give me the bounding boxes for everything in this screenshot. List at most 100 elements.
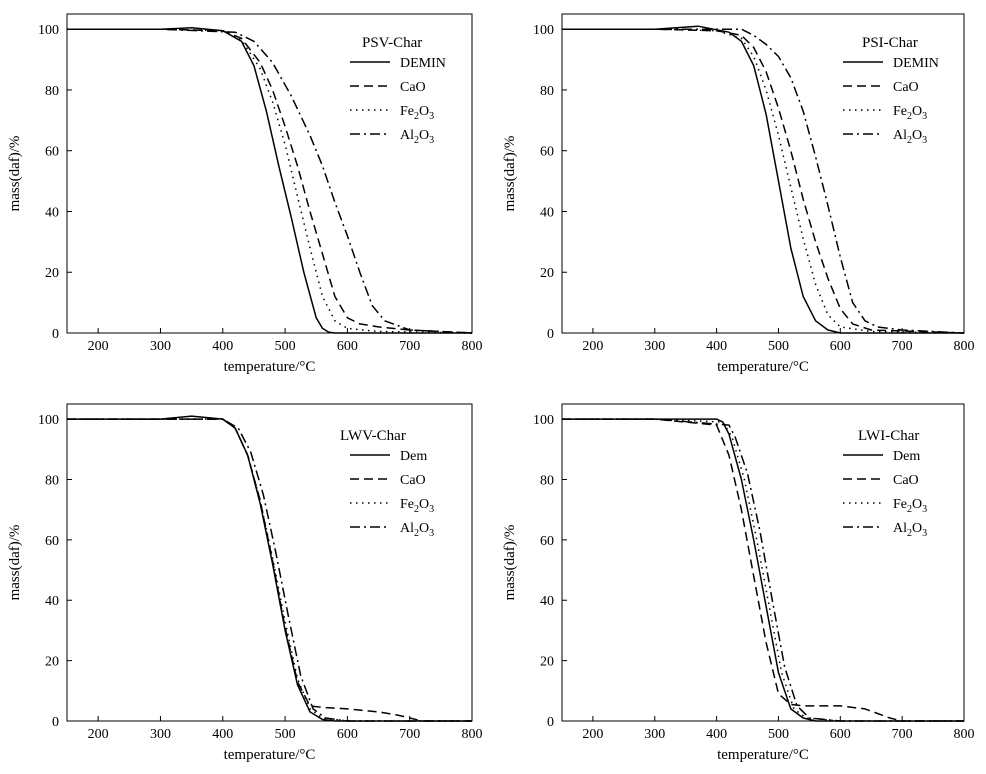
legend-label-subscript: 3 [429,135,434,146]
x-tick-label: 700 [892,727,913,742]
y-tick-label: 80 [45,473,59,488]
x-tick-label: 500 [275,727,296,742]
x-tick-label: 300 [644,727,665,742]
legend-label-text: DEMIN [893,56,939,71]
y-tick-label: 20 [45,266,59,281]
series-line-feo [67,28,473,334]
x-tick-label: 500 [768,339,789,354]
chart-panel-2: 200 300 400 500 600 700 800 0 20 40 60 80 100 tempera… [502,13,975,375]
y-tick-label: 20 [540,266,554,281]
legend-label: CaO [893,473,919,488]
legend-label-text: O [912,521,922,536]
series-line-dem [562,418,964,722]
legend-label: Al2O3 [893,521,927,539]
legend-label-subscript: 3 [922,504,927,515]
legend-label-text: Al [893,521,907,536]
legend-label-subscript: 3 [922,111,927,122]
legend-label-subscript: 2 [414,504,419,515]
series-line-cao [67,28,473,334]
x-tick-label: 600 [830,727,851,742]
plot-frame [66,13,473,334]
legend-label: Dem [893,449,920,464]
x-tick-label: 200 [582,339,603,354]
y-tick-label: 60 [45,145,59,160]
legend-label: Al2O3 [893,128,927,146]
x-tick-label: 700 [892,339,913,354]
plot-frame [561,13,965,334]
legend-label-text: Fe [400,497,414,512]
legend-label-subscript: 3 [429,504,434,515]
legend-label: CaO [893,80,919,95]
legend-label-text: O [419,128,429,143]
legend-label: Fe2O3 [400,497,434,515]
legend-label-subscript: 3 [429,528,434,539]
legend-label-text: Dem [400,449,427,464]
y-tick-label: 40 [540,594,554,609]
y-tick-label: 20 [540,655,554,670]
legend-label: Dem [400,449,427,464]
x-tick-label: 500 [275,339,296,354]
legend-label-text: Fe [893,497,907,512]
legend-label-subscript: 2 [907,135,912,146]
y-axis-label: mass(daf)/% [502,136,518,212]
legend-label-subscript: 2 [907,111,912,122]
chart-panel-1: 200 300 400 500 600 700 800 0 20 40 60 80 100 tempera… [7,13,483,375]
legend-label-text: O [419,104,429,119]
x-tick-label: 700 [399,727,420,742]
y-tick-label: 0 [547,327,554,342]
legend-label-subscript: 3 [922,528,927,539]
x-tick-label: 800 [954,339,975,354]
x-axis-label: temperature/°C [717,359,809,375]
x-tick-label: 300 [644,339,665,354]
x-tick-label: 400 [212,727,233,742]
y-tick-label: 60 [45,534,59,549]
legend-label-text: Al [400,521,414,536]
x-tick-label: 800 [462,339,483,354]
legend-label-subscript: 2 [414,111,419,122]
x-axis-label: temperature/°C [717,747,809,763]
x-tick-label: 800 [954,727,975,742]
legend-label-text: Fe [400,104,414,119]
y-tick-label: 40 [45,205,59,220]
legend-label-text: CaO [893,473,919,488]
series-line-feo [562,28,965,334]
legend-label-subscript: 2 [414,135,419,146]
x-tick-label: 200 [88,339,109,354]
legend-label: Al2O3 [400,128,434,146]
x-tick-label: 800 [462,727,483,742]
x-tick-label: 400 [706,339,727,354]
x-tick-label: 600 [830,339,851,354]
x-axis-label: temperature/°C [224,359,316,375]
x-tick-label: 200 [88,727,109,742]
y-axis-label: mass(daf)/% [7,525,23,601]
x-tick-label: 200 [582,727,603,742]
legend-label-text: O [419,521,429,536]
chart-title: LWV-Char [340,428,406,444]
y-tick-label: 80 [540,84,554,99]
x-tick-label: 300 [150,727,171,742]
chart-title: LWI-Char [858,428,919,444]
legend-label-text: CaO [893,80,919,95]
chart-panel-4: 200 300 400 500 600 700 800 0 20 40 60 80 100 tempera… [502,403,975,763]
legend-label: DEMIN [400,56,446,71]
legend-label-text: Fe [893,104,907,119]
chart-title: PSI-Char [862,35,918,51]
x-tick-label: 700 [399,339,420,354]
y-tick-label: 100 [38,23,59,38]
legend-label-text: Al [893,128,907,143]
x-tick-label: 300 [150,339,171,354]
legend-label: Fe2O3 [893,497,927,515]
series-line-feo [67,418,472,722]
legend-label-subscript: 2 [414,528,419,539]
y-tick-label: 40 [45,594,59,609]
series-line-alo [562,28,965,334]
y-tick-label: 80 [45,84,59,99]
series-line-cao [562,28,965,334]
y-tick-label: 100 [533,23,554,38]
series-line-feo [562,418,964,722]
x-tick-label: 400 [212,339,233,354]
y-tick-label: 100 [533,413,554,428]
legend-label-subscript: 2 [907,528,912,539]
